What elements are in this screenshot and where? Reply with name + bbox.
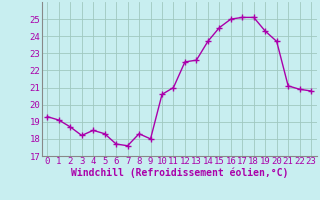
X-axis label: Windchill (Refroidissement éolien,°C): Windchill (Refroidissement éolien,°C) — [70, 168, 288, 178]
